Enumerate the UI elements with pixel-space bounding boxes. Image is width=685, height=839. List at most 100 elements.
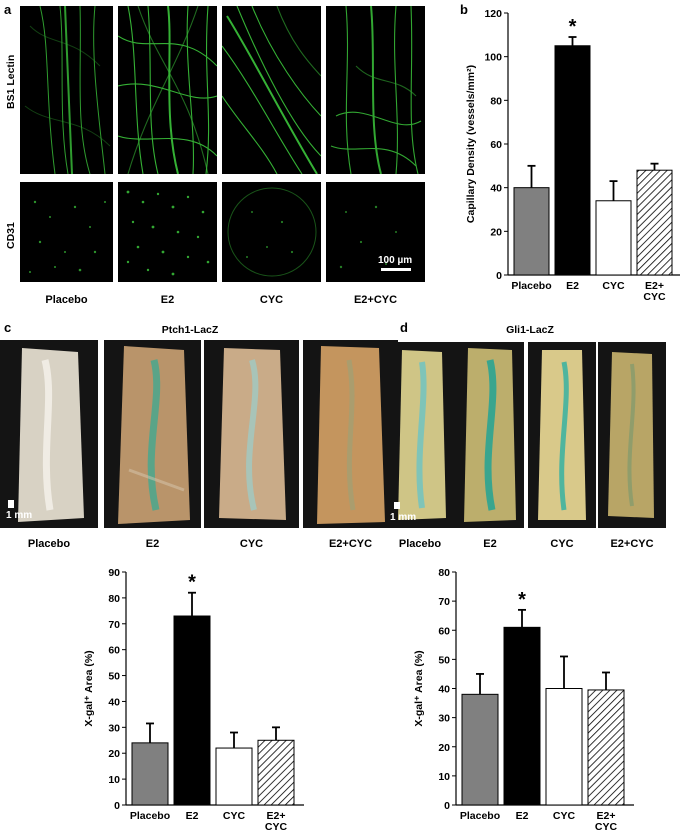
y-tick-label: 80 [490,95,502,107]
x-tick-label-0: Placebo [511,280,551,292]
bar-2 [215,747,253,806]
x-tick-label-2: CYC [553,810,576,822]
y-tick-label: 40 [438,684,450,696]
x-tick-label-2: CYC [223,810,246,822]
col-label-d-e2cyc: E2+CYC [610,538,654,550]
panel-b-letter: b [460,2,468,17]
x-tick-label-0: Placebo [460,810,500,822]
bar-2 [545,688,583,806]
y-tick-label: 10 [438,771,450,783]
y-tick-label: 20 [438,742,450,754]
bar-0 [131,742,169,806]
significance-marker: * [518,589,526,611]
micrograph-bs1-e2cyc [326,6,425,174]
chart-b: 0 20 40 60 80 100 120 Capillary Density (vessel… [465,8,680,303]
col-label-d-cyc: CYC [550,538,574,550]
photo-gli1-e2cyc [598,342,666,528]
x-tick-label-1: E2 [516,810,529,822]
y-tick-label: 80 [108,593,120,605]
photo-ptch1-e2 [104,340,201,528]
bar-0 [461,693,499,806]
y-tick-label: 30 [108,722,120,734]
chart-c-xgal: 0 10 20 30 40 50 60 70 80 90 X-gal⁺ Area (%) Placeb… [83,567,304,833]
y-tick-label: 70 [438,596,450,608]
y-tick-label: 100 [484,52,502,64]
x-tick-label-3: E2+ CYC [595,810,618,833]
y-axis-label: Capillary Density (vessels/mm²) [465,65,477,223]
col-label-a-placebo: Placebo [45,294,88,306]
x-tick-label-2: CYC [602,280,625,292]
photo-gli1-cyc [528,342,596,528]
micrograph-cd31-e2cyc: 100 µm [326,182,425,282]
panel-c-title: Ptch1-LacZ [161,324,219,336]
significance-marker: * [188,572,196,594]
scale-bar-label-a: 100 µm [378,255,413,266]
col-label-c-e2: E2 [145,538,160,550]
bar-2 [595,200,632,276]
y-axis-label: X-gal⁺ Area (%) [83,650,95,726]
y-tick-label: 90 [108,567,120,579]
col-label-d-placebo: Placebo [398,538,442,550]
y-tick-label: 0 [496,270,502,282]
x-tick-label-3: E2+ CYC [643,280,666,303]
y-tick-label: 60 [108,645,120,657]
y-tick-label: 30 [438,713,450,725]
micrograph-bs1-placebo [20,6,113,174]
y-tick-label: 10 [108,774,120,786]
bar-1 [173,615,211,806]
photo-ptch1-placebo: 1 mm [0,340,98,528]
col-label-c-placebo: Placebo [27,538,71,550]
panel-d-title: Gli1-LacZ [506,324,554,336]
y-tick-label: 60 [490,139,502,151]
photo-ptch1-cyc [204,340,299,528]
col-label-a-e2cyc: E2+CYC [353,294,398,306]
y-tick-label: 0 [444,800,450,812]
significance-marker: * [569,16,577,38]
photo-ptch1-e2cyc [303,340,398,528]
scale-bar-label-c: 1 mm [6,510,33,521]
bar-1 [503,626,541,806]
bar-3 [257,739,295,806]
micrograph-bs1-e2 [118,6,217,174]
panel-a-letter: a [4,2,12,17]
photo-gli1-e2 [456,342,524,528]
x-tick-label-1: E2 [186,810,199,822]
chart-d-xgal: 0 10 20 30 40 50 60 70 80 X-gal⁺ Area (%) Placebo *… [413,567,634,833]
y-tick-label: 60 [438,625,450,637]
y-tick-label: 70 [108,619,120,631]
x-tick-label-1: E2 [566,280,579,292]
y-tick-label: 20 [108,748,120,760]
y-tick-label: 50 [438,654,450,666]
y-tick-label: 40 [108,696,120,708]
scale-bar-c [8,500,14,508]
x-tick-label-3: E2+ CYC [265,810,288,833]
y-tick-label: 80 [438,567,450,579]
micrograph-bs1-cyc [222,6,321,174]
micrograph-cd31-e2 [118,182,217,282]
x-tick-label-0: Placebo [130,810,170,822]
col-label-c-e2cyc: E2+CYC [328,538,373,550]
scale-bar-a [381,268,411,271]
y-tick-label: 20 [490,226,502,238]
panel-d-letter: d [400,320,408,335]
micrograph-cd31-cyc [222,182,321,282]
panel-c-letter: c [4,320,12,335]
y-tick-label: 50 [108,671,120,683]
y-tick-label: 0 [114,800,120,812]
col-label-c-cyc: CYC [239,538,264,550]
scale-bar-label-d: 1 mm [390,512,417,523]
bar-3 [636,169,673,276]
bar-1 [554,45,591,276]
y-tick-label: 40 [490,183,502,195]
photo-gli1-placebo: 1 mm [388,342,456,528]
row-label-cd31: CD31 [5,222,17,249]
col-label-a-cyc: CYC [259,294,284,306]
micrograph-cd31-placebo [20,182,113,282]
col-label-d-e2: E2 [483,538,497,550]
bar-3 [587,689,625,806]
bar-0 [513,187,550,276]
col-label-a-e2: E2 [160,294,175,306]
y-axis-label: X-gal⁺ Area (%) [413,650,425,726]
row-label-bs1-lectin: BS1 Lectin [5,54,17,109]
scale-bar-d [394,502,400,509]
